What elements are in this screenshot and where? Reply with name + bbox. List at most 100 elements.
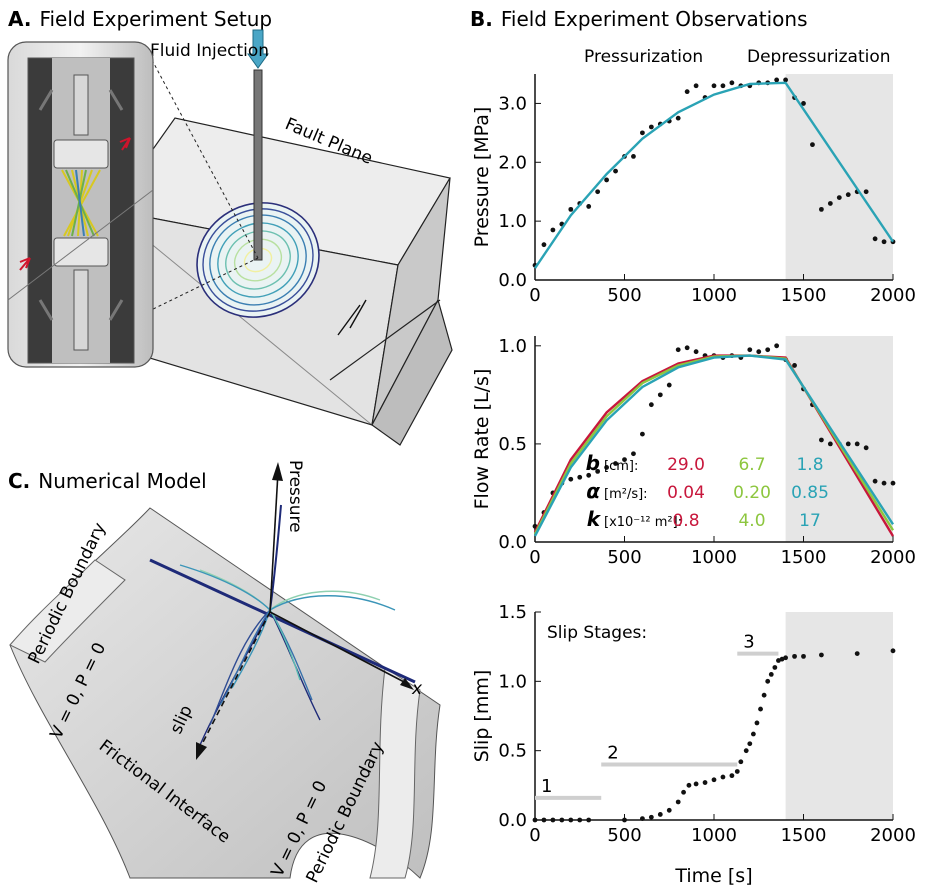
y-tick-label: 0.0	[498, 270, 527, 291]
x-axis-label: x	[411, 679, 423, 699]
zoom-line-top	[151, 59, 259, 259]
observation-point	[613, 461, 618, 466]
observation-point	[648, 402, 654, 408]
param-value: 1.8	[796, 455, 823, 475]
observation-point	[765, 678, 771, 684]
pressure-axis-label: Pressure	[285, 460, 305, 533]
observation-point	[734, 769, 740, 774]
observation-point	[532, 817, 538, 823]
y-tick-label: 1.5	[498, 602, 527, 623]
borehole	[253, 69, 263, 261]
panel-a-title-text: Field Experiment Setup	[39, 7, 272, 31]
fault-trace-line	[109, 209, 373, 426]
pressurization-label: Pressurization	[584, 47, 703, 67]
x-tick-label: 500	[607, 547, 641, 568]
observation-point	[819, 652, 824, 658]
observation-point	[693, 781, 699, 787]
observation-point	[819, 206, 824, 212]
observation-point	[827, 441, 833, 447]
observation-point	[729, 80, 735, 86]
param-value: 0.20	[733, 483, 771, 503]
observation-point	[720, 83, 726, 89]
x-tick-label: 500	[607, 285, 641, 306]
observation-point	[827, 201, 833, 206]
pressure-axis-arrow-icon	[272, 462, 283, 481]
injection-arrow-icon	[247, 29, 269, 69]
y-tick-label: 2.0	[498, 152, 527, 173]
y-tick-label: 0.0	[498, 810, 527, 831]
param-value: 0.8	[672, 511, 699, 531]
observation-point	[559, 817, 565, 823]
panel-b-title-text: Field Experiment Observations	[501, 7, 808, 31]
param-value: 17	[799, 511, 821, 531]
param-value: 0.85	[791, 483, 829, 503]
boundary-strip-right	[369, 667, 421, 879]
param-symbol-2: α	[586, 479, 600, 503]
y-axis-label: Flow Rate [L/s]	[471, 369, 493, 510]
model-domain	[9, 507, 441, 879]
observation-point	[640, 816, 645, 822]
observation-point	[604, 177, 609, 183]
observation-point	[774, 343, 780, 349]
observation-point	[586, 204, 592, 209]
observation-point	[854, 651, 860, 656]
observation-point	[541, 242, 547, 248]
observation-point	[890, 480, 896, 486]
fault-side-line	[329, 299, 441, 381]
observation-point	[801, 653, 806, 659]
observation-point	[711, 777, 717, 783]
observation-point	[568, 476, 574, 482]
y-tick-label: 1.0	[498, 211, 527, 232]
observation-point	[872, 236, 878, 242]
observation-point	[774, 77, 780, 83]
fault-block	[89, 117, 453, 446]
cube-lower-block	[371, 298, 453, 446]
x-axis-line	[269, 611, 409, 685]
observation-point	[675, 347, 681, 353]
observation-point	[783, 655, 788, 661]
panel-b-title: B. Field Experiment Observations	[470, 7, 807, 31]
y-axis-label: Pressure [MPa]	[471, 107, 493, 248]
slip-stage-label-3: 3	[743, 632, 754, 653]
observation-point	[550, 227, 556, 233]
observation-point	[836, 195, 842, 201]
observation-point	[586, 472, 592, 478]
x-tick-label: 1000	[691, 825, 737, 846]
x-tick-label: 2000	[870, 547, 916, 568]
pressure-axis	[269, 471, 279, 613]
observation-point	[881, 239, 887, 245]
observation-point	[765, 347, 771, 353]
observation-point	[640, 431, 645, 437]
x-axis-label: Time [s]	[674, 865, 752, 887]
param-value: 0.04	[667, 483, 705, 503]
observation-point	[756, 349, 762, 355]
x-tick-label: 1000	[691, 547, 737, 568]
observation-point	[758, 706, 763, 712]
observation-point	[754, 720, 760, 726]
slip-stage-label-1: 1	[541, 776, 552, 797]
y-tick-label: 0.5	[498, 741, 527, 762]
observation-point	[854, 441, 860, 447]
panel-c: C. Numerical Model	[8, 460, 441, 886]
y-tick-label: 1.0	[498, 671, 527, 692]
y-tick-label: 0.0	[498, 532, 527, 553]
param-unit-3: [x10⁻¹² m²]:	[604, 515, 682, 530]
observation-point	[693, 349, 699, 355]
observation-point	[711, 83, 717, 89]
slip-axis-arrow-icon	[196, 742, 207, 760]
observation-point	[648, 814, 654, 820]
x-tick-label: 1500	[781, 547, 827, 568]
observation-point	[783, 77, 788, 83]
observation-point	[577, 474, 583, 480]
param-symbol-1: b	[586, 451, 600, 475]
model-surface	[9, 462, 441, 879]
observation-point	[631, 451, 636, 457]
observation-point	[747, 741, 753, 747]
y-axis-label: Slip [mm]	[471, 670, 493, 763]
observation-point	[613, 168, 618, 174]
x-tick-label: 2000	[870, 285, 916, 306]
observation-point	[720, 774, 726, 780]
observation-point	[675, 115, 681, 121]
boundary-strip-left	[9, 559, 126, 663]
